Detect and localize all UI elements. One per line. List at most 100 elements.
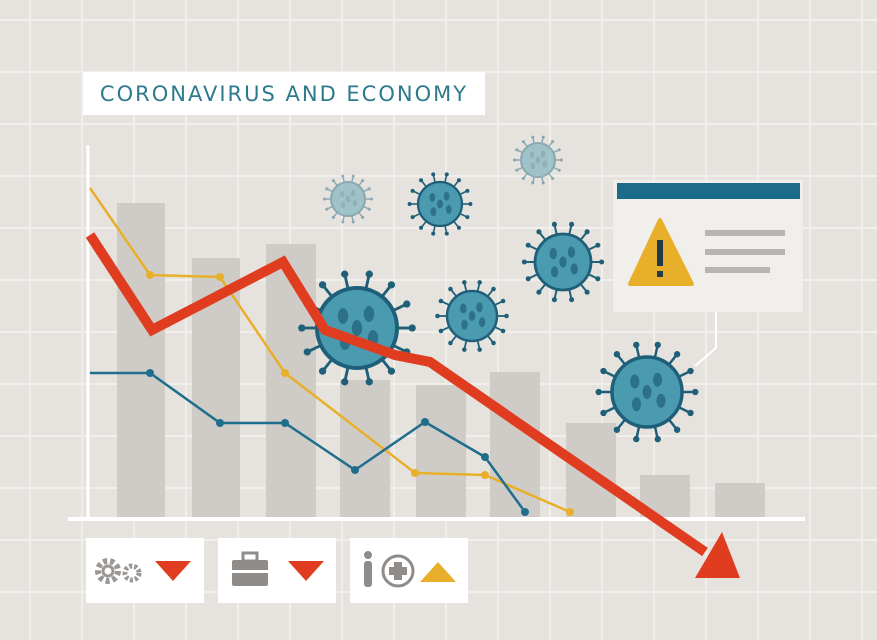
virus-spike-tip	[559, 158, 564, 162]
virus-spike-tip	[557, 148, 561, 152]
virus-spot	[337, 308, 349, 324]
virus-spike-tip	[584, 229, 590, 235]
virus-spike-tip	[569, 297, 575, 303]
virus-spike	[548, 141, 553, 148]
blue-points	[146, 369, 529, 516]
virus-spike-tip	[419, 225, 424, 230]
virus	[407, 172, 473, 236]
virus-spike-tip	[633, 435, 640, 443]
virus-spike-tip	[557, 168, 561, 172]
virus-spike-tip	[551, 297, 557, 303]
virus-spike	[351, 215, 354, 222]
viruses	[298, 135, 699, 443]
virus-spot	[437, 199, 443, 209]
virus-spike-tip	[525, 276, 531, 282]
blue-line	[90, 371, 527, 513]
briefcase-icon	[232, 551, 268, 586]
virus-spike-tip	[341, 378, 349, 386]
virus-spike	[362, 205, 370, 210]
virus-spike-tip	[462, 347, 467, 352]
virus-spike	[523, 172, 528, 179]
warning-dot	[657, 271, 663, 277]
virus-spot	[631, 397, 642, 412]
virus-spike	[541, 137, 544, 144]
title-box	[83, 72, 485, 115]
virus-spike-tip	[500, 298, 506, 304]
virus-spike-tip	[303, 348, 311, 356]
virus-spot	[363, 306, 375, 322]
virus-spike-tip	[633, 341, 640, 349]
virus-spike-tip	[318, 281, 327, 289]
virus-spike	[358, 211, 363, 218]
virus-spike	[523, 141, 528, 148]
virus-spike-tip	[462, 280, 467, 285]
virus	[322, 174, 374, 224]
virus-spike	[333, 180, 338, 187]
virus-spot	[443, 191, 450, 201]
virus-spike-tip	[531, 135, 535, 139]
virus-spike-tip	[531, 181, 535, 185]
virus-spike-tip	[521, 259, 527, 265]
virus-spike-tip	[613, 351, 621, 358]
alert-lines	[705, 230, 785, 273]
virus-spot	[339, 190, 345, 198]
virus-spike-tip	[521, 140, 525, 144]
virus-spike-tip	[325, 207, 329, 211]
virus-spot	[542, 160, 548, 168]
virus-spike-tip	[341, 270, 349, 278]
virus-spike-tip	[654, 341, 661, 349]
virus-body	[520, 142, 556, 178]
virus-spike-tip	[491, 286, 496, 292]
virus-spike-tip	[351, 220, 355, 224]
virus-spike-tip	[387, 367, 396, 375]
virus-spot	[540, 150, 546, 158]
virus-spike-tip	[595, 242, 601, 248]
virus	[595, 341, 699, 443]
virus-spike-tip	[595, 388, 602, 396]
health-icon	[364, 551, 415, 588]
virus-spike-tip	[465, 215, 470, 220]
alert-bar	[617, 183, 800, 199]
virus-spike-tip	[551, 140, 555, 144]
virus-spike-tip	[491, 340, 496, 346]
virus-spike-tip	[595, 276, 601, 282]
virus-spike-tip	[448, 340, 453, 346]
virus-spot	[350, 189, 356, 197]
virus-spike-tip	[687, 367, 694, 375]
virus-spot	[642, 385, 652, 399]
virus-spike	[342, 215, 345, 222]
virus-spike-tip	[600, 409, 607, 417]
virus-spike-tip	[325, 187, 329, 191]
alert-card	[613, 180, 803, 312]
virus-spike-tip	[369, 197, 374, 201]
virus-spike-tip	[367, 207, 371, 211]
virus-spike-tip	[521, 176, 525, 180]
virus-spot	[340, 201, 346, 209]
virus-spike-tip	[599, 259, 605, 265]
virus-spike-tip	[584, 289, 590, 295]
virus-spike	[541, 176, 544, 183]
title: CORONAVIRUS AND ECONOMY	[100, 82, 468, 106]
indicator-boxes	[86, 538, 468, 603]
red-trend-line	[85, 232, 708, 557]
red-arrow-head	[695, 532, 740, 578]
virus-spot	[630, 374, 640, 389]
virus-spike	[351, 176, 354, 183]
virus-spike-tip	[438, 328, 444, 334]
virus	[521, 221, 605, 303]
virus-spike-tip	[692, 388, 699, 396]
virus-spot	[460, 303, 467, 314]
virus-spike-tip	[341, 174, 345, 178]
virus-spot	[535, 156, 541, 164]
virus-spot	[445, 205, 452, 214]
virus-spike-tip	[551, 221, 557, 227]
virus-spike-tip	[613, 426, 621, 433]
virus-spike	[516, 149, 524, 154]
virus-spot	[559, 256, 567, 268]
virus-spike-tip	[435, 313, 440, 319]
virus-spot	[567, 246, 576, 258]
virus-spike-tip	[403, 300, 411, 308]
virus-spike-tip	[341, 220, 345, 224]
virus-spike	[362, 188, 370, 193]
virus-spike-tip	[444, 172, 449, 177]
